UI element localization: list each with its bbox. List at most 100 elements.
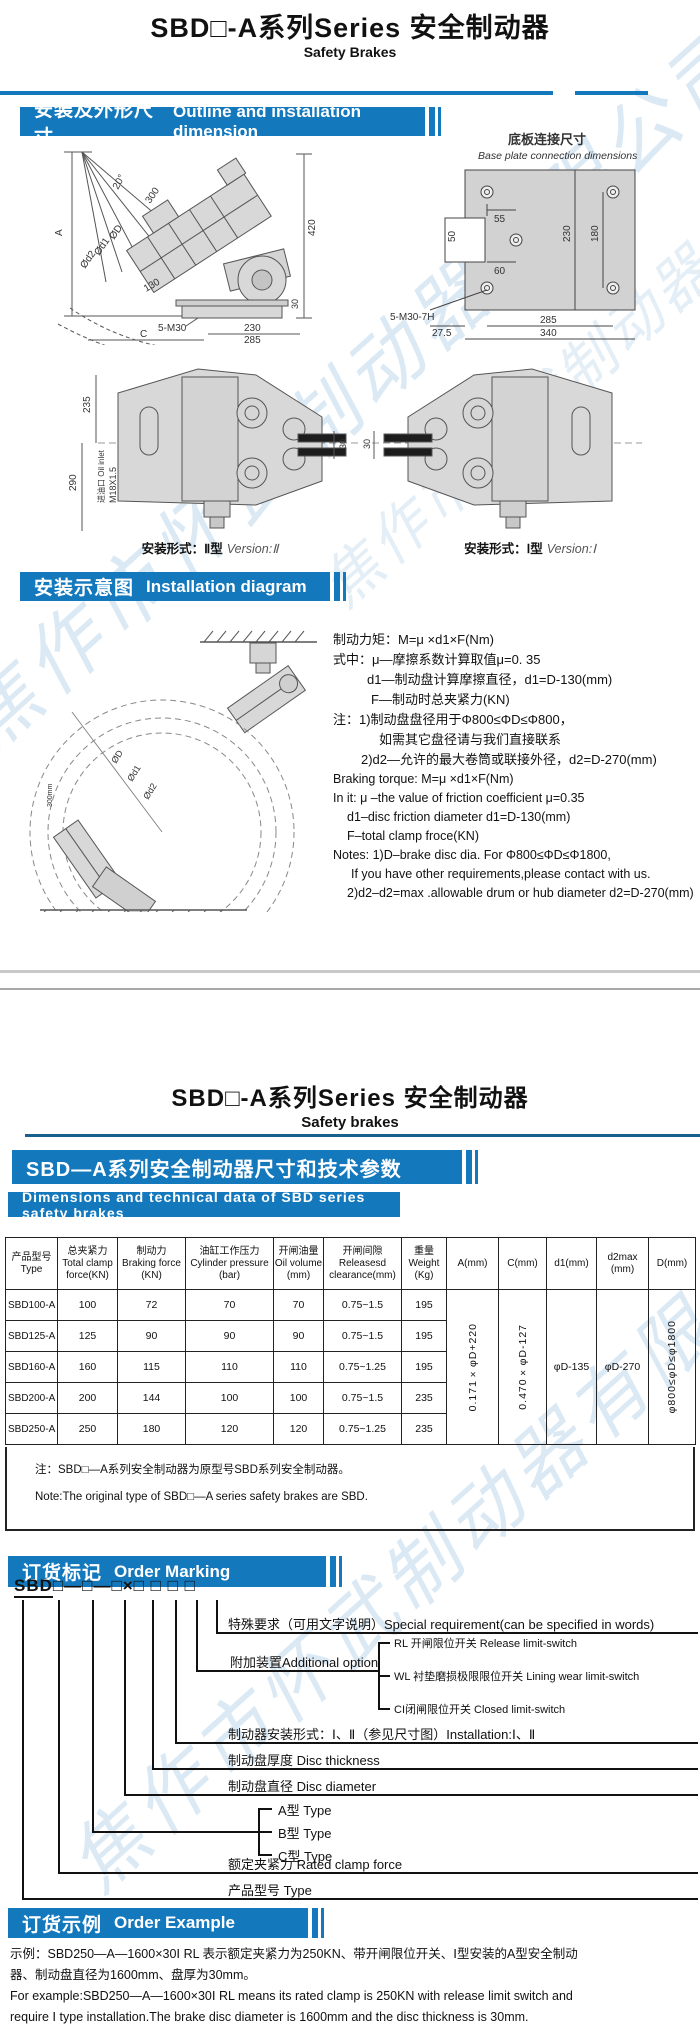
cell-clearance: 0.75~1.25 — [323, 1413, 402, 1445]
ladder-line — [58, 1600, 60, 1872]
oil-inlet-label: 进油口 Oil inlet — [96, 449, 106, 503]
ladder-line — [216, 1632, 698, 1634]
bp-50: 50 — [447, 230, 458, 242]
formula-line: 制动力矩：M=μ ×d1×F(Nm) — [333, 632, 494, 647]
section-header-table-zh: SBD—A系列安全制动器尺寸和技术参数 — [12, 1150, 462, 1184]
cell-clearance: 0.75~1.5 — [323, 1289, 402, 1321]
cell-type: SBD160-A — [5, 1351, 58, 1383]
brake-side-view-drawing — [57, 151, 312, 345]
dim-300: 300 — [143, 185, 162, 205]
formula-line: d1–disc friction diameter d1=D-130(mm) — [347, 810, 571, 824]
col-header-d2max: d2max (mm) — [596, 1237, 649, 1290]
table-row: SBD125-A 125 90 90 90 0.75~1.5 195 — [5, 1320, 696, 1352]
section-table-zh: SBD—A系列安全制动器尺寸和技术参数 — [26, 1158, 402, 1181]
dim-285: 285 — [244, 335, 261, 345]
ladder-type-a: A型 Type — [278, 1803, 332, 1818]
order-example-block: 示例：SBD250—A—1600×30Ⅰ RL 表示额定夹紧力为250KN、带开… — [10, 1944, 695, 2028]
ladder-line — [58, 1872, 698, 1874]
caption-version2-en: Version:Ⅱ — [226, 542, 279, 556]
bp-275: 27.5 — [432, 328, 452, 339]
order-code-boxes: □—□—□×□ □ □ □ — [52, 1576, 196, 1595]
bp-55: 55 — [494, 214, 506, 225]
cell-oil: 90 — [273, 1320, 324, 1352]
ladder-line — [22, 1898, 698, 1900]
front-view-drawings: 235 290 进油口 Oil inlet M18X1.5 30 30 — [68, 368, 642, 531]
section-header-outline: 安装及外形尺寸 Outline and installation dimensi… — [20, 100, 425, 148]
caption-version1-zh: 安装形式：Ⅰ型 — [464, 542, 543, 556]
install-dd: ØD — [109, 748, 125, 765]
order-code: SBD□—□—□×□ □ □ □ — [14, 1576, 196, 1598]
header-rule-right — [575, 91, 648, 95]
cell-weight: 235 — [401, 1382, 447, 1414]
section-accent — [466, 1150, 472, 1184]
caption-version2-zh: 安装形式：Ⅱ型 — [141, 542, 223, 556]
cell-pressure: 100 — [185, 1382, 274, 1414]
table-row: SBD250-A 250 180 120 120 0.75~1.25 235 — [5, 1413, 696, 1445]
page2-subtitle: Safety brakes — [301, 1114, 399, 1131]
section-accent — [438, 107, 441, 136]
cell-brake: 115 — [117, 1351, 186, 1383]
cell-weight: 195 — [401, 1289, 447, 1321]
table-note-en: Note:The original type of SBD□—A series … — [35, 1491, 368, 1503]
install-dd1: Ød1 — [125, 763, 142, 783]
section-order-zh: 订货标记 — [22, 1563, 103, 1584]
col-header-clearance: 开闸间隙 Releasesd clearance(mm) — [323, 1237, 402, 1290]
table-header-row: 产品型号 Type 总夹紧力 Total clamp force(KN) 制动力 Br… — [5, 1237, 696, 1290]
ladder-type-c: C型 Type — [278, 1849, 333, 1864]
installation-diagram-drawing: ØD Ød1 Ød2 300mm — [29, 630, 317, 912]
base-plate-title-zh: 底板连接尺寸 — [508, 132, 586, 147]
formula-line: 注：1)制动盘盘径用于Φ800≤ΦD≤Φ800， — [333, 712, 573, 727]
ladder-disc-thickness: 制动盘厚度 Disc thickness — [228, 1753, 380, 1768]
cell-clamp: 100 — [57, 1289, 118, 1321]
ladder-line — [378, 1708, 390, 1710]
base-plate-title-en: Base plate connection dimensions — [478, 150, 638, 162]
section-installation-zh: 安装示意图 — [34, 578, 135, 599]
section-accent — [475, 1150, 478, 1184]
section-accent — [339, 1556, 342, 1587]
formula-line: Braking torque: M=μ ×d1×F(Nm) — [333, 772, 514, 786]
ladder-line — [196, 1600, 198, 1670]
dim-30-left-view: 30 — [338, 439, 348, 449]
cell-oil: 70 — [273, 1289, 324, 1321]
dim-dd: ØD — [107, 223, 125, 242]
example-line: require Ⅰ type installation.The brake di… — [10, 2010, 529, 2024]
ladder-installation: 制动器安装形式：Ⅰ、Ⅱ（参见尺寸图）Installation:Ⅰ、Ⅱ — [228, 1727, 536, 1742]
dim-230: 230 — [244, 323, 261, 334]
front-view-version2-labels: 235 290 进油口 Oil inlet M18X1.5 30 — [68, 396, 348, 503]
example-line: 示例：SBD250—A—1600×30Ⅰ RL 表示额定夹紧力为250KN、带开… — [10, 1947, 578, 1961]
section-accent — [343, 572, 346, 601]
cell-brake: 72 — [117, 1289, 186, 1321]
cell-merged-d2max: φD-270 — [596, 1289, 649, 1445]
ladder-line — [175, 1742, 698, 1744]
page1-title: SBD□-A系列Series 安全制动器 — [150, 13, 550, 43]
formula-line: In it: μ –the value of friction coeffici… — [333, 791, 585, 805]
section-accent — [312, 1908, 318, 1938]
page2-title: SBD□-A系列Series 安全制动器 — [171, 1085, 529, 1112]
install-300mm: 300mm — [47, 783, 54, 807]
formula-line: 2)d2—允许的最大卷筒或联接外径，d2=D-270(mm) — [361, 752, 657, 767]
ladder-line — [92, 1600, 94, 1831]
section-accent — [330, 1556, 336, 1587]
ladder-option-wl: WL 衬垫磨损极限限位开关 Lining wear limit-switch — [394, 1671, 640, 1683]
install-structure — [29, 630, 317, 912]
cell-type: SBD200-A — [5, 1382, 58, 1414]
caption-version1: 安装形式：Ⅰ型 Version:Ⅰ — [410, 538, 650, 557]
section-accent — [429, 107, 435, 136]
table-note-box: 注：SBD□—A系列安全制动器为原型号SBD系列安全制动器。 Note:The … — [5, 1447, 695, 1531]
bp-340: 340 — [540, 328, 557, 339]
cell-pressure: 110 — [185, 1351, 274, 1383]
ladder-line — [124, 1794, 698, 1796]
col-header-weight: 重量 Weight (Kg) — [401, 1237, 447, 1290]
ladder-special-requirement: 特殊要求（可用文字说明）Special requirement(can be s… — [228, 1617, 655, 1632]
section-example-en: Order Example — [114, 1913, 235, 1932]
dim-290: 290 — [68, 474, 79, 491]
col-header-brake-force: 制动力 Braking force (KN) — [117, 1237, 186, 1290]
section-accent — [334, 572, 340, 601]
bp-285: 285 — [540, 315, 557, 326]
ladder-option-cl: CI闭闸限位开关 Closed limit-switch — [394, 1704, 566, 1716]
cell-weight: 195 — [401, 1351, 447, 1383]
ladder-disc-diameter: 制动盘直径 Disc diameter — [228, 1779, 377, 1794]
section-header-table-en: Dimensions and technical data of SBD ser… — [8, 1189, 400, 1221]
cell-merged-c: 0.470×φD-127 — [498, 1289, 547, 1445]
cell-clamp: 200 — [57, 1382, 118, 1414]
